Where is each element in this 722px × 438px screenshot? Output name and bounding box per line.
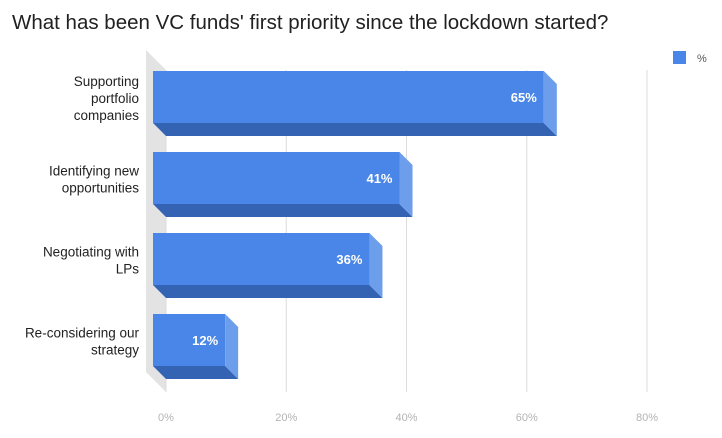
category-labels: Supporting portfolio companies Identifying … <box>25 74 140 358</box>
bar-end <box>369 233 383 298</box>
bar: 12% <box>153 314 239 379</box>
category-label-line: portfolio <box>91 91 139 106</box>
x-tick-label: 60% <box>516 412 538 424</box>
category-label: Supporting portfolio companies <box>74 74 140 123</box>
bar: 65% <box>153 71 557 136</box>
bar-end <box>225 314 239 379</box>
bar-bottom <box>153 285 383 298</box>
bar-front <box>153 152 400 204</box>
data-label: 36% <box>336 252 362 267</box>
legend-label: % <box>697 53 707 65</box>
category-label-line: opportunities <box>62 181 140 196</box>
category-label-line: Supporting <box>74 74 139 89</box>
category-label: Negotiating with LPs <box>43 245 139 277</box>
category-label: Identifying new opportunities <box>49 164 139 196</box>
category-label-line: strategy <box>91 343 139 358</box>
bar-end <box>543 71 557 136</box>
chart-title: What has been VC funds' first priority s… <box>12 11 608 34</box>
chart-floor <box>146 50 166 392</box>
data-label: 41% <box>366 171 392 186</box>
category-label-line: Re-considering our <box>25 326 140 341</box>
bar-end <box>399 152 413 217</box>
x-tick-label: 20% <box>275 412 297 424</box>
category-label-line: companies <box>74 108 140 123</box>
bar-bottom <box>153 123 557 136</box>
x-tick-label: 0% <box>158 412 174 424</box>
bar-front <box>153 314 226 366</box>
bar: 36% <box>153 233 383 298</box>
x-tick-label: 40% <box>395 412 417 424</box>
category-label: Re-considering our strategy <box>25 326 140 358</box>
bar: 41% <box>153 152 413 217</box>
category-label-line: LPs <box>116 262 140 277</box>
data-label: 65% <box>511 90 537 105</box>
bar-bottom <box>153 204 413 217</box>
data-label: 12% <box>192 333 218 348</box>
bar-front <box>153 233 370 285</box>
category-label-line: Negotiating with <box>43 245 139 260</box>
x-axis-ticks: 0% 20% 40% 60% 80% <box>158 412 658 424</box>
category-label-line: Identifying new <box>49 164 139 179</box>
bar-front <box>153 71 544 123</box>
bars: 65% 41% 36% 12% <box>153 71 557 379</box>
bar-bottom <box>153 366 239 379</box>
legend-swatch <box>673 51 686 64</box>
x-tick-label: 80% <box>636 412 658 424</box>
